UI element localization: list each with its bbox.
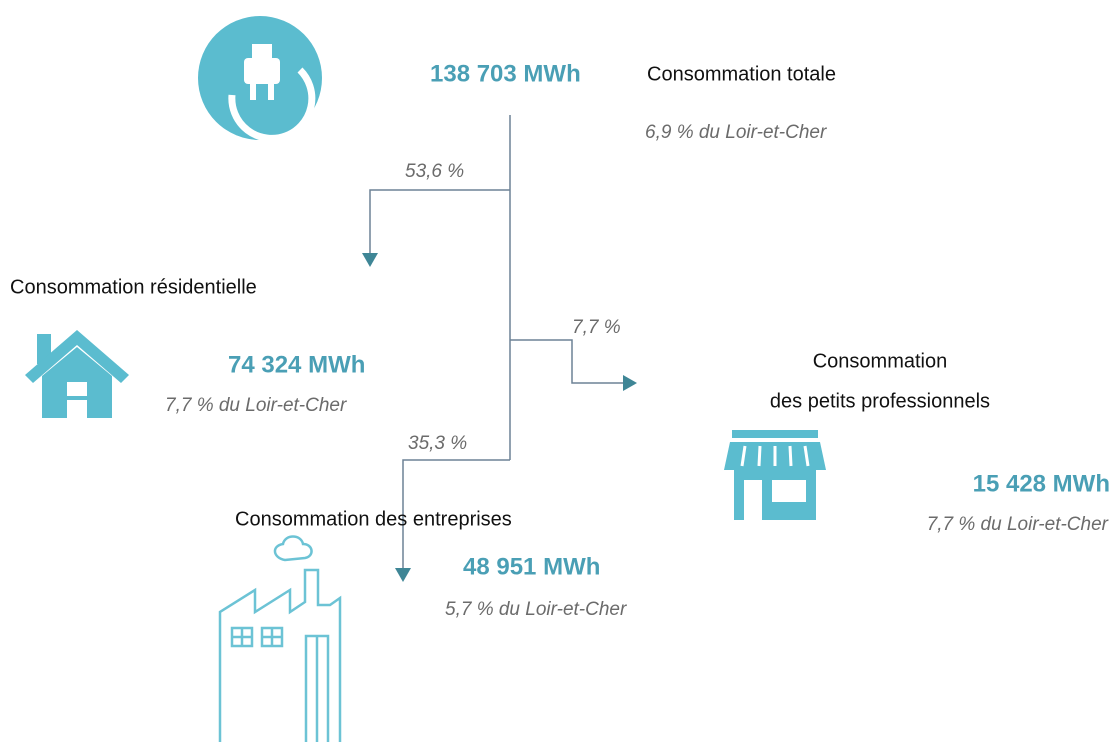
- companies-label: Consommation des entreprises: [235, 508, 512, 530]
- flow-lines: [362, 115, 637, 582]
- plug-icon: [198, 16, 322, 142]
- small-business-percent: 7,7 %: [572, 317, 621, 338]
- shop-icon: [724, 430, 826, 520]
- small-business-share: 7,7 % du Loir-et-Cher: [927, 514, 1109, 535]
- total-label: Consommation totale: [647, 63, 836, 85]
- factory-icon: [218, 535, 342, 742]
- companies-percent: 35,3 %: [408, 433, 467, 454]
- total-value: 138 703 MWh: [430, 60, 581, 87]
- total-share: 6,9 % du Loir-et-Cher: [645, 122, 827, 143]
- residential-value: 74 324 MWh: [228, 351, 365, 378]
- small-business-label: Consommation: [813, 350, 948, 372]
- residential-share: 7,7 % du Loir-et-Cher: [165, 395, 347, 416]
- companies-share: 5,7 % du Loir-et-Cher: [445, 599, 627, 620]
- residential-label: Consommation résidentielle: [10, 276, 257, 298]
- small-business-value: 15 428 MWh: [973, 470, 1110, 497]
- small-business-label: des petits professionnels: [770, 390, 990, 412]
- house-icon: [25, 330, 129, 418]
- companies-value: 48 951 MWh: [463, 553, 600, 580]
- residential-percent: 53,6 %: [405, 161, 464, 182]
